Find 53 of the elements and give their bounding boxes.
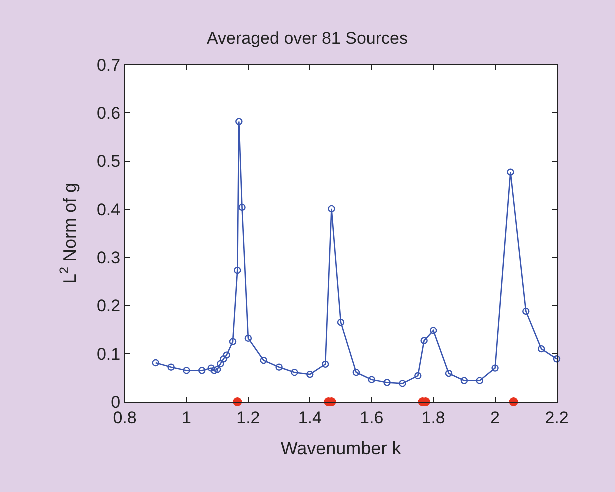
x-axis-title: Wavenumber k xyxy=(280,438,402,458)
point xyxy=(208,364,215,372)
x-tick-label: 1.2 xyxy=(236,408,260,428)
point xyxy=(234,266,242,274)
point xyxy=(492,364,499,372)
point xyxy=(399,380,406,388)
point xyxy=(244,334,252,342)
y-tick-label: 0.2 xyxy=(96,296,121,316)
y-tick-label: 0.6 xyxy=(96,104,121,124)
x-tick-label: 1.4 xyxy=(298,408,322,428)
point xyxy=(291,369,298,376)
x-tick-label: 2.2 xyxy=(545,408,569,428)
point xyxy=(210,367,218,374)
point xyxy=(198,367,206,374)
point xyxy=(322,360,330,368)
point xyxy=(214,366,222,374)
point xyxy=(306,370,314,378)
point xyxy=(553,356,561,363)
point xyxy=(414,372,422,380)
y-tick-label: 0.5 xyxy=(96,152,121,172)
point xyxy=(445,370,453,378)
point xyxy=(168,364,175,371)
point xyxy=(460,377,468,384)
point xyxy=(236,118,243,126)
point xyxy=(507,168,514,176)
point xyxy=(260,357,268,364)
x-tick-label: 1.6 xyxy=(360,408,384,428)
point xyxy=(476,377,484,384)
point xyxy=(328,205,336,213)
point xyxy=(276,364,283,371)
point xyxy=(229,338,237,346)
point xyxy=(183,367,190,374)
point xyxy=(368,376,376,384)
point xyxy=(384,379,391,386)
y-tick-label: 0.3 xyxy=(96,248,121,268)
y-tick-label: 0.4 xyxy=(96,200,121,220)
x-tick-label: 1 xyxy=(182,408,192,428)
point xyxy=(337,318,345,326)
point xyxy=(223,352,230,359)
x-tick-label: 1.8 xyxy=(422,408,446,428)
point xyxy=(238,204,246,212)
y-tick-label: 0.1 xyxy=(96,344,121,364)
x-tick-label: 2 xyxy=(490,408,500,428)
point xyxy=(430,327,438,334)
chart-title: Averaged over 81 Sources xyxy=(207,28,408,48)
point xyxy=(352,369,360,376)
y-tick-label: 0.7 xyxy=(96,56,121,75)
point xyxy=(420,337,428,344)
point xyxy=(538,345,546,353)
point xyxy=(217,360,224,368)
point xyxy=(522,308,530,316)
point xyxy=(220,356,228,363)
point xyxy=(152,359,160,367)
